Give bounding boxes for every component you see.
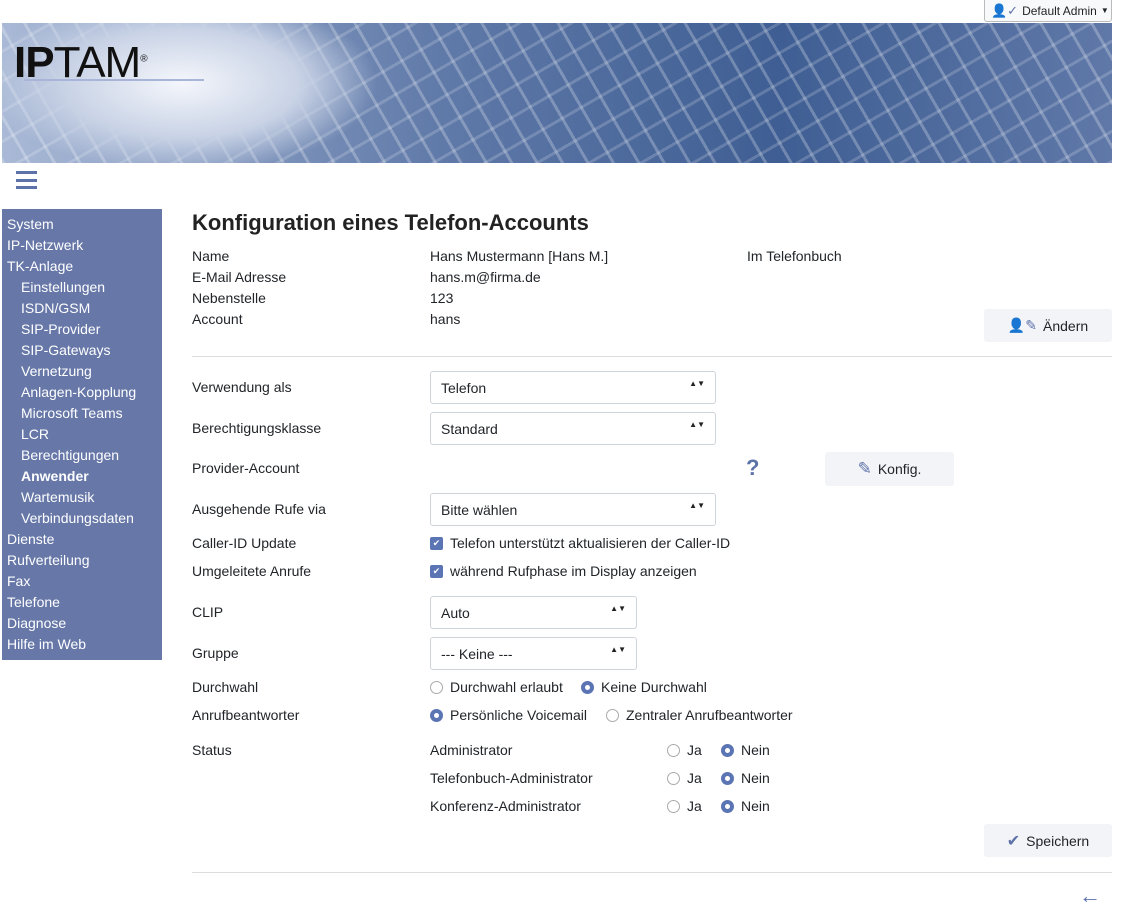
status-row-label: Konferenz-Administrator [430,798,581,814]
status-no-radio[interactable]: Nein [721,770,770,786]
edit-button[interactable]: 👤✎ Ändern [984,309,1112,342]
sidebar-item-verbindungsdaten[interactable]: Verbindungsdaten [21,510,134,526]
outgoing-select[interactable]: Bitte wählen ▲▼ [430,493,716,526]
check-icon: ✔ [1006,832,1021,850]
back-arrow-icon[interactable]: ← [1079,883,1101,908]
usage-label: Verwendung als [192,379,292,395]
extension-label: Nebenstelle [192,290,266,306]
account-value: hans [430,311,461,327]
sidebar-item-hilfe-im-web[interactable]: Hilfe im Web [7,636,87,652]
sidebar-item-anlagen-kopplung[interactable]: Anlagen-Kopplung [21,384,137,400]
status-row-label: Telefonbuch-Administrator [430,770,593,786]
sort-icon: ▲▼ [689,379,705,388]
sidebar-item-ip-netzwerk[interactable]: IP-Netzwerk [7,237,84,253]
caret-down-icon: ▼ [1100,6,1109,15]
sidebar-item-lcr[interactable]: LCR [21,426,50,442]
status-row-label: Administrator [430,742,513,758]
sidebar-item-system[interactable]: System [7,216,54,232]
provider-label: Provider-Account [192,460,300,476]
sidebar-item-telefone[interactable]: Telefone [7,594,60,610]
status-yes-radio[interactable]: Ja [667,742,702,758]
status-yes-radio[interactable]: Ja [667,798,702,814]
group-select[interactable]: --- Keine --- ▲▼ [430,637,637,670]
sort-icon: ▲▼ [689,501,705,510]
sidebar-item-wartemusik[interactable]: Wartemusik [21,489,95,505]
redirect-label: Umgeleitete Anrufe [192,563,312,579]
extension-value: 123 [430,290,454,306]
divider [192,356,1112,357]
sidebar-item-sip-gateways[interactable]: SIP-Gateways [21,342,111,358]
config-button[interactable]: ✎ Konfig. [825,452,954,486]
central-voicemail-radio[interactable]: Zentraler Anrufbeantworter [606,707,793,723]
phonebook-text: Im Telefonbuch [747,248,842,264]
sidebar-item-isdn-gsm[interactable]: ISDN/GSM [21,300,91,316]
ddi-label: Durchwahl [192,679,259,695]
status-yes-radio[interactable]: Ja [667,770,702,786]
clip-select[interactable]: Auto ▲▼ [430,596,637,629]
email-label: E-Mail Adresse [192,269,287,285]
user-menu-button[interactable]: 👤✓ Default Admin ▼ [984,0,1112,22]
personal-voicemail-radio[interactable]: Persönliche Voicemail [430,707,587,723]
header-banner: IPTAM® [2,23,1112,163]
user-check-icon: 👤✓ [991,2,1019,18]
edit-icon: ✎ [857,459,872,478]
sidebar-item-berechtigungen[interactable]: Berechtigungen [21,447,120,463]
account-label: Account [192,311,243,327]
class-select[interactable]: Standard ▲▼ [430,412,716,445]
sort-icon: ▲▼ [610,645,626,654]
ddi-none-radio[interactable]: Keine Durchwahl [581,679,707,695]
sidebar: System IP-Netzwerk TK-Anlage Einstellungen I… [2,209,162,660]
email-value: hans.m@firma.de [430,269,541,285]
sidebar-item-einstellungen[interactable]: Einstellungen [21,279,106,295]
redirect-checkbox[interactable]: ✔ während Rufphase im Display anzeigen [430,563,697,579]
callerid-label: Caller-ID Update [192,535,297,551]
user-edit-icon: 👤✎ [1007,317,1037,333]
checkbox-checked-icon: ✔ [430,536,443,550]
sort-icon: ▲▼ [689,420,705,429]
sidebar-item-rufverteilung[interactable]: Rufverteilung [7,552,90,568]
status-no-radio[interactable]: Nein [721,798,770,814]
status-no-radio[interactable]: Nein [721,742,770,758]
sidebar-item-sip-provider[interactable]: SIP-Provider [21,321,101,337]
divider [192,872,1112,873]
sidebar-item-diagnose[interactable]: Diagnose [7,615,67,631]
menu-toggle-icon[interactable] [16,171,37,189]
outgoing-label: Ausgehende Rufe via [192,501,326,517]
name-label: Name [192,248,230,264]
checkbox-checked-icon: ✔ [430,564,443,578]
sidebar-item-vernetzung[interactable]: Vernetzung [21,363,92,379]
user-name: Default Admin [1022,3,1097,18]
sidebar-item-microsoft-teams[interactable]: Microsoft Teams [21,405,123,421]
logo: IPTAM® [14,38,148,87]
callerid-checkbox[interactable]: ✔ Telefon unterstützt aktualisieren der C… [430,535,730,551]
voicemail-label: Anrufbeantworter [192,707,300,723]
group-label: Gruppe [192,645,239,661]
sidebar-item-dienste[interactable]: Dienste [7,531,55,547]
sidebar-item-tk-anlage[interactable]: TK-Anlage [7,258,74,274]
page-title: Konfiguration eines Telefon-Accounts [192,210,589,235]
save-button[interactable]: ✔ Speichern [984,824,1112,857]
sidebar-item-fax[interactable]: Fax [7,573,31,589]
sort-icon: ▲▼ [610,604,626,613]
ddi-allowed-radio[interactable]: Durchwahl erlaubt [430,679,563,695]
sidebar-item-anwender[interactable]: Anwender [21,468,89,484]
help-icon[interactable]: ? [746,455,760,480]
clip-label: CLIP [192,604,224,620]
class-label: Berechtigungsklasse [192,420,322,436]
status-label: Status [192,742,232,758]
name-value: Hans Mustermann [Hans M.] [430,248,609,264]
usage-select[interactable]: Telefon ▲▼ [430,371,716,404]
logo-underline [24,79,204,81]
